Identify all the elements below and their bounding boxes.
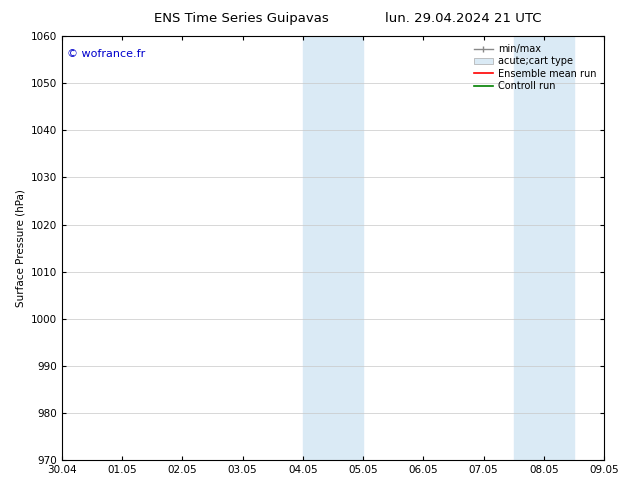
Bar (544, 36, 574, 460)
Y-axis label: Surface Pressure (hPa): Surface Pressure (hPa) (15, 189, 25, 307)
Text: lun. 29.04.2024 21 UTC: lun. 29.04.2024 21 UTC (385, 12, 541, 25)
Text: © wofrance.fr: © wofrance.fr (67, 49, 145, 59)
Bar (333, 36, 363, 460)
Bar (514, 36, 544, 460)
Text: ENS Time Series Guipavas: ENS Time Series Guipavas (153, 12, 328, 25)
Legend: min/max, acute;cart type, Ensemble mean run, Controll run: min/max, acute;cart type, Ensemble mean … (470, 41, 599, 94)
Bar (303, 36, 333, 460)
